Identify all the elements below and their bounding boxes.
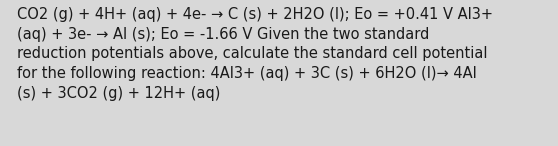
Text: CO2 (g) + 4H+ (aq) + 4e- → C (s) + 2H2O (l); Eo = +0.41 V Al3+
(aq) + 3e- → Al (: CO2 (g) + 4H+ (aq) + 4e- → C (s) + 2H2O … — [17, 7, 493, 101]
